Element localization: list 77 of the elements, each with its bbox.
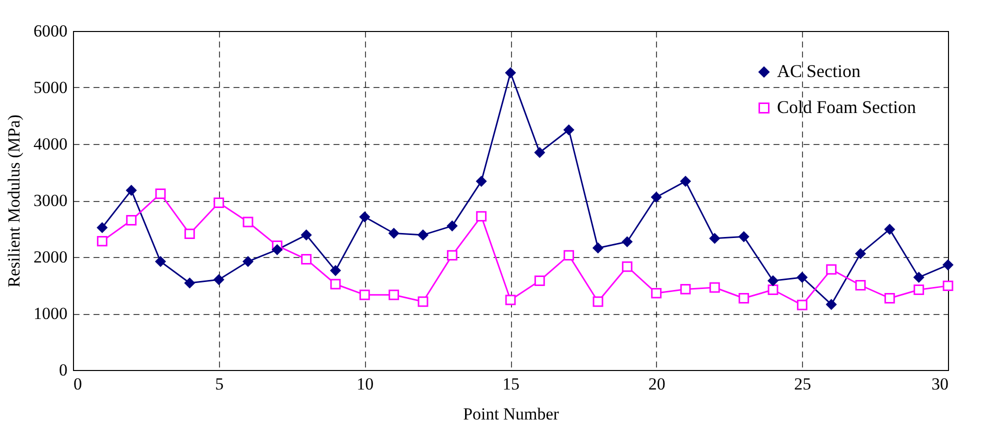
point: [651, 288, 662, 298]
point: [126, 185, 137, 196]
point: [418, 296, 428, 307]
y-tick-label: 6000: [34, 22, 68, 40]
point: [855, 248, 866, 259]
x-tick-label: 20: [648, 374, 666, 394]
x-tick-label: 10: [356, 374, 374, 394]
point: [942, 260, 954, 270]
point: [214, 274, 224, 285]
point: [796, 272, 808, 283]
point: [301, 254, 312, 264]
point: [96, 222, 108, 233]
point: [942, 280, 954, 292]
point: [622, 261, 632, 272]
point: [155, 256, 166, 267]
point: [96, 236, 108, 246]
y-tick-label: 4000: [34, 134, 68, 154]
point: [388, 228, 400, 238]
point: [826, 299, 837, 310]
point: [592, 242, 604, 254]
point: [126, 215, 137, 226]
point: [476, 176, 487, 187]
point: [622, 236, 632, 247]
point: [242, 256, 254, 267]
y-tick-label: 1000: [34, 304, 68, 323]
point: [534, 147, 545, 158]
point: [184, 278, 195, 288]
point: [914, 272, 924, 283]
point: [446, 220, 458, 232]
legend-label: Cold Foam Section: [777, 97, 916, 117]
point: [476, 211, 487, 222]
point: [564, 124, 574, 136]
x-tick-label: 0: [74, 374, 82, 394]
point: [709, 233, 720, 244]
point: [418, 230, 428, 240]
point: [884, 293, 895, 304]
y-tick-label: 2000: [34, 248, 68, 266]
point: [242, 216, 254, 228]
point: [184, 228, 195, 240]
point: [359, 290, 370, 300]
point: [680, 176, 691, 187]
y-axis-title: Resilient Modulus (MPa): [4, 114, 24, 288]
point: [272, 244, 282, 255]
point: [768, 276, 778, 286]
point: [155, 188, 166, 199]
point: [505, 68, 516, 78]
point: [709, 282, 720, 293]
point: [330, 265, 341, 276]
point: [651, 192, 662, 202]
point: [768, 284, 778, 295]
point: [446, 250, 458, 261]
x-tick-label: 25: [794, 374, 812, 394]
point: [214, 198, 224, 208]
x-axis-title: Point Number: [463, 404, 560, 424]
point: [505, 294, 516, 306]
point: [738, 293, 750, 304]
point: [796, 300, 808, 310]
point: [330, 278, 341, 290]
point: [359, 212, 370, 222]
point: [564, 250, 574, 261]
point: [534, 276, 545, 286]
point: [914, 284, 924, 295]
y-tick-label: 3000: [34, 191, 68, 210]
point: [680, 284, 691, 294]
point: [301, 230, 312, 240]
y-tick-label: 5000: [34, 78, 68, 97]
point: [855, 280, 866, 290]
point: [388, 290, 400, 300]
point: [738, 231, 750, 242]
point: [884, 224, 895, 235]
x-tick-label: 30: [932, 374, 948, 394]
legend-label: AC Section: [777, 61, 860, 81]
point: [592, 296, 604, 307]
x-tick-label: 5: [215, 374, 224, 394]
x-tick-label: 15: [502, 374, 520, 394]
point: [826, 264, 837, 275]
y-tick-label: 0: [59, 360, 68, 380]
